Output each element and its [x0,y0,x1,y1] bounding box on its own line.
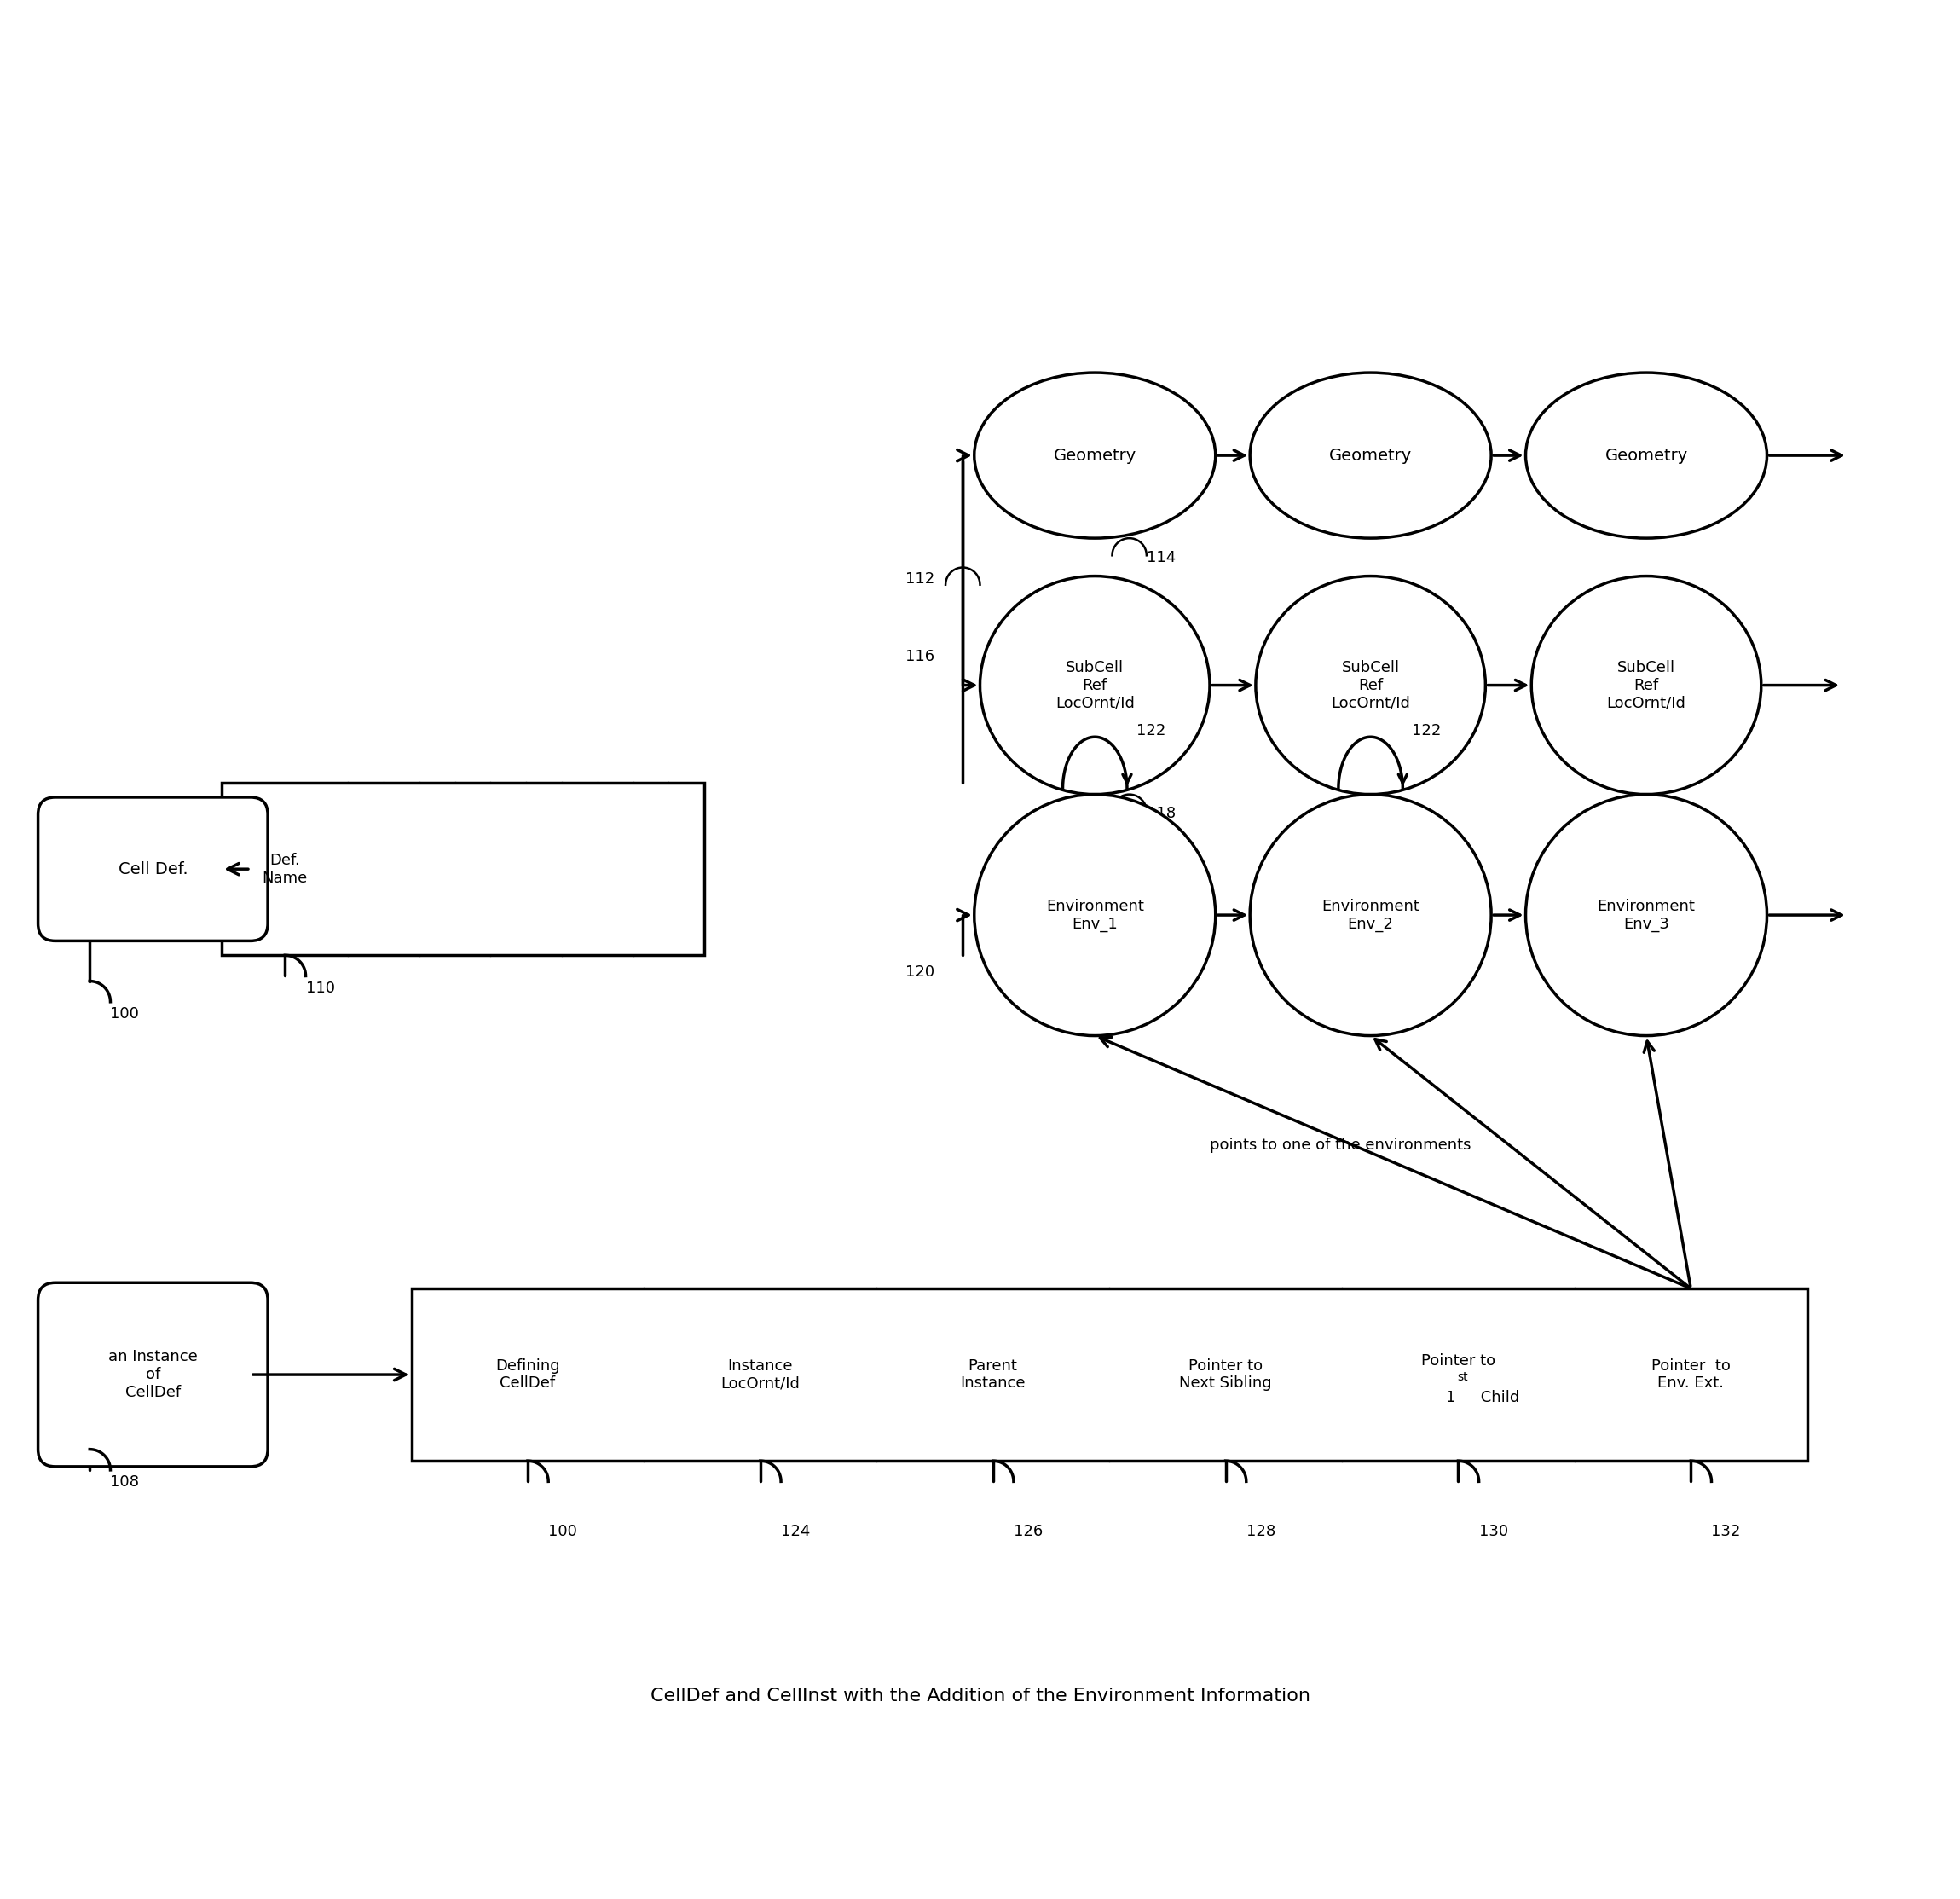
Text: Pointer  to
Env. Ext.: Pointer to Env. Ext. [1650,1358,1731,1392]
Ellipse shape [1525,372,1766,537]
Text: st: st [1456,1371,1468,1382]
Ellipse shape [1250,794,1492,1035]
Text: 126: 126 [1013,1525,1043,1540]
Text: 114: 114 [1147,549,1176,566]
FancyBboxPatch shape [37,798,269,940]
Ellipse shape [980,575,1209,794]
Text: Pointer to
Next Sibling: Pointer to Next Sibling [1180,1358,1272,1392]
Ellipse shape [1531,575,1762,794]
Text: 128: 128 [1247,1525,1276,1540]
Bar [221,782,704,955]
Text: Parent
Instance: Parent Instance [960,1358,1025,1392]
FancyBboxPatch shape [37,1282,269,1466]
Bar [412,1288,1807,1460]
Text: 116: 116 [906,649,935,665]
Text: Geometry: Geometry [1329,448,1411,463]
Text: 100: 100 [110,1006,139,1022]
Text: 108: 108 [110,1476,139,1491]
Text: Defining
CellDef: Defining CellDef [496,1358,561,1392]
Ellipse shape [1525,794,1766,1035]
Text: 118: 118 [1147,805,1176,820]
Text: Environment
Env_2: Environment Env_2 [1321,898,1419,932]
Text: 130: 130 [1480,1525,1507,1540]
Text: 122: 122 [1411,724,1441,739]
Text: 120: 120 [906,965,935,980]
Text: Instance
LocOrnt/Id: Instance LocOrnt/Id [721,1358,800,1392]
Text: 112: 112 [906,572,935,587]
Text: 1: 1 [1446,1390,1456,1405]
Ellipse shape [1256,575,1486,794]
Text: an Instance
of
CellDef: an Instance of CellDef [108,1348,198,1400]
Text: 122: 122 [1137,724,1166,739]
Text: points to one of the environments: points to one of the environments [1209,1138,1472,1153]
Text: Child: Child [1476,1390,1519,1405]
Text: Geometry: Geometry [1053,448,1137,463]
Text: 124: 124 [780,1525,809,1540]
Ellipse shape [974,794,1215,1035]
Text: Geometry: Geometry [1605,448,1688,463]
Text: SubCell
Ref
LocOrnt/Id: SubCell Ref LocOrnt/Id [1331,659,1409,710]
Text: 110: 110 [306,980,335,995]
Text: Environment
Env_1: Environment Env_1 [1047,898,1145,932]
Text: Pointer to: Pointer to [1421,1354,1495,1369]
Text: Cell Def.: Cell Def. [118,860,188,877]
Ellipse shape [974,372,1215,537]
Text: Environment
Env_3: Environment Env_3 [1597,898,1695,932]
Text: 100: 100 [549,1525,578,1540]
Text: 132: 132 [1711,1525,1740,1540]
Text: CellDef and CellInst with the Addition of the Environment Information: CellDef and CellInst with the Addition o… [651,1688,1309,1705]
Ellipse shape [1250,372,1492,537]
Text: Def.
Name: Def. Name [263,853,308,885]
Text: SubCell
Ref
LocOrnt/Id: SubCell Ref LocOrnt/Id [1607,659,1686,710]
Text: SubCell
Ref
LocOrnt/Id: SubCell Ref LocOrnt/Id [1054,659,1135,710]
